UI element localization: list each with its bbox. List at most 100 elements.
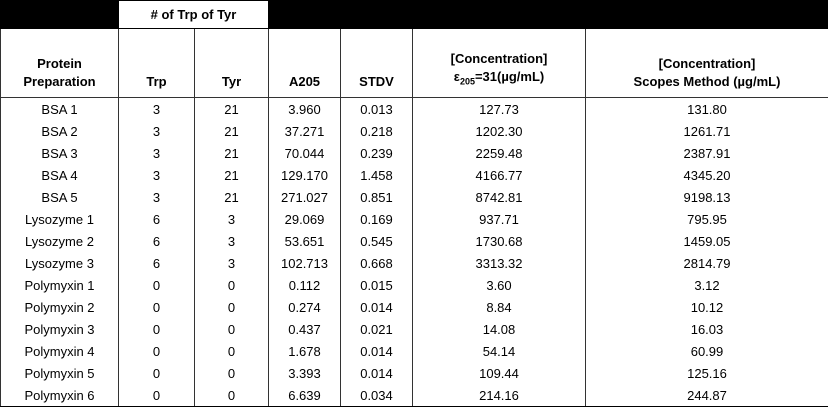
table-cell: Polymyxin 3 bbox=[0, 318, 119, 340]
table-cell: 1459.05 bbox=[585, 230, 828, 252]
data-row: Lysozyme 3 6 3 102.713 0.668 3313.32 2814.79 bbox=[0, 252, 828, 274]
table-cell: 0 bbox=[118, 362, 195, 384]
header-text: =31(µg/mL) bbox=[474, 69, 545, 85]
table-cell: 0.014 bbox=[340, 340, 413, 362]
table-cell: 2814.79 bbox=[585, 252, 828, 274]
data-row: BSA 4 3 21 129.170 1.458 4166.77 4345.20 bbox=[0, 164, 828, 186]
table-cell: 1261.71 bbox=[585, 120, 828, 142]
table-cell: 0 bbox=[194, 318, 269, 340]
header-row: Protein Preparation Trp Tyr A205 STDV [Co… bbox=[0, 28, 828, 98]
table-cell: 3 bbox=[194, 230, 269, 252]
table-cell: 0 bbox=[118, 318, 195, 340]
table-cell: 54.14 bbox=[412, 340, 586, 362]
data-row: BSA 5 3 21 271.027 0.851 8742.81 9198.13 bbox=[0, 186, 828, 208]
table-cell: 4345.20 bbox=[585, 164, 828, 186]
header-cell: [Concentration] ε205=31(µg/mL) bbox=[412, 28, 586, 98]
table-cell: 0.013 bbox=[340, 97, 413, 120]
table-cell: 0.034 bbox=[340, 384, 413, 407]
table-cell: 0 bbox=[118, 340, 195, 362]
header-text: [Concentration] bbox=[450, 51, 548, 67]
table-cell: 29.069 bbox=[268, 208, 341, 230]
header-text: [Concentration] bbox=[658, 56, 756, 71]
table-cell: 3 bbox=[118, 164, 195, 186]
table-cell: 3.60 bbox=[412, 274, 586, 296]
data-row: Polymyxin 6 0 0 6.639 0.034 214.16 244.87 bbox=[0, 384, 828, 407]
table-cell: 0 bbox=[194, 340, 269, 362]
header-text: Preparation bbox=[23, 74, 96, 89]
table-cell: 0 bbox=[194, 274, 269, 296]
table-cell: BSA 5 bbox=[0, 186, 119, 208]
table-cell: Polymyxin 5 bbox=[0, 362, 119, 384]
data-row: Polymyxin 5 0 0 3.393 0.014 109.44 125.16 bbox=[0, 362, 828, 384]
table-cell: 60.99 bbox=[585, 340, 828, 362]
table-cell: 0.668 bbox=[340, 252, 413, 274]
data-row: Polymyxin 4 0 0 1.678 0.014 54.14 60.99 bbox=[0, 340, 828, 362]
table-cell: 0.851 bbox=[340, 186, 413, 208]
table-cell: 21 bbox=[194, 142, 269, 164]
header-cell: STDV bbox=[340, 28, 413, 98]
table-cell: 244.87 bbox=[585, 384, 828, 407]
table-cell: 102.713 bbox=[268, 252, 341, 274]
header-text: ε bbox=[453, 69, 460, 85]
table-cell: 937.71 bbox=[412, 208, 586, 230]
table-cell: 0.169 bbox=[340, 208, 413, 230]
table-cell: 16.03 bbox=[585, 318, 828, 340]
table-cell: 214.16 bbox=[412, 384, 586, 407]
header-cell: [Concentration] Scopes Method (µg/mL) bbox=[585, 28, 828, 98]
data-row: BSA 3 3 21 70.044 0.239 2259.48 2387.91 bbox=[0, 142, 828, 164]
group-header: # of Trp of Tyr bbox=[118, 0, 269, 29]
table-cell: 129.170 bbox=[268, 164, 341, 186]
table-cell: 4166.77 bbox=[412, 164, 586, 186]
table-cell: Polymyxin 4 bbox=[0, 340, 119, 362]
table-cell: 3 bbox=[118, 142, 195, 164]
table-cell: BSA 3 bbox=[0, 142, 119, 164]
table-cell: 0.274 bbox=[268, 296, 341, 318]
table-cell: 795.95 bbox=[585, 208, 828, 230]
table-cell: 3 bbox=[118, 186, 195, 208]
header-cell: A205 bbox=[268, 28, 341, 98]
group-row: # of Trp of Tyr bbox=[0, 0, 828, 29]
table-cell: Lysozyme 1 bbox=[0, 208, 119, 230]
table-cell: Lysozyme 3 bbox=[0, 252, 119, 274]
data-row: BSA 2 3 21 37.271 0.218 1202.30 1261.71 bbox=[0, 120, 828, 142]
data-row: Polymyxin 1 0 0 0.112 0.015 3.60 3.12 bbox=[0, 274, 828, 296]
data-row: Lysozyme 2 6 3 53.651 0.545 1730.68 1459.05 bbox=[0, 230, 828, 252]
table-cell: 6.639 bbox=[268, 384, 341, 407]
table-cell: 1.678 bbox=[268, 340, 341, 362]
blank bbox=[268, 0, 828, 29]
table-cell: 53.651 bbox=[268, 230, 341, 252]
table-cell: 2259.48 bbox=[412, 142, 586, 164]
table-cell: 3.960 bbox=[268, 97, 341, 120]
header-cell: Trp bbox=[118, 28, 195, 98]
table-cell: BSA 2 bbox=[0, 120, 119, 142]
table-cell: 109.44 bbox=[412, 362, 586, 384]
data-row: Polymyxin 2 0 0 0.274 0.014 8.84 10.12 bbox=[0, 296, 828, 318]
header-text: Scopes Method (µg/mL) bbox=[633, 74, 781, 89]
table-cell: 0.015 bbox=[340, 274, 413, 296]
table-cell: BSA 1 bbox=[0, 97, 119, 120]
table-cell: 21 bbox=[194, 186, 269, 208]
blank bbox=[0, 0, 119, 29]
table-cell: 3313.32 bbox=[412, 252, 586, 274]
table-cell: 131.80 bbox=[585, 97, 828, 120]
table-cell: 21 bbox=[194, 120, 269, 142]
table-cell: 0 bbox=[194, 296, 269, 318]
table-cell: Polymyxin 6 bbox=[0, 384, 119, 407]
table-cell: 1730.68 bbox=[412, 230, 586, 252]
table-cell: 6 bbox=[118, 208, 195, 230]
data-row: Lysozyme 1 6 3 29.069 0.169 937.71 795.95 bbox=[0, 208, 828, 230]
table-cell: Lysozyme 2 bbox=[0, 230, 119, 252]
table-cell: 127.73 bbox=[412, 97, 586, 120]
table-cell: 0.112 bbox=[268, 274, 341, 296]
table-cell: 10.12 bbox=[585, 296, 828, 318]
table-cell: 271.027 bbox=[268, 186, 341, 208]
table-cell: 37.271 bbox=[268, 120, 341, 142]
table-cell: 14.08 bbox=[412, 318, 586, 340]
table-cell: 0 bbox=[194, 362, 269, 384]
table-cell: 0.218 bbox=[340, 120, 413, 142]
table-cell: 2387.91 bbox=[585, 142, 828, 164]
table-cell: 1202.30 bbox=[412, 120, 586, 142]
table-cell: 0.437 bbox=[268, 318, 341, 340]
table-cell: 6 bbox=[118, 252, 195, 274]
table-cell: 0.014 bbox=[340, 362, 413, 384]
